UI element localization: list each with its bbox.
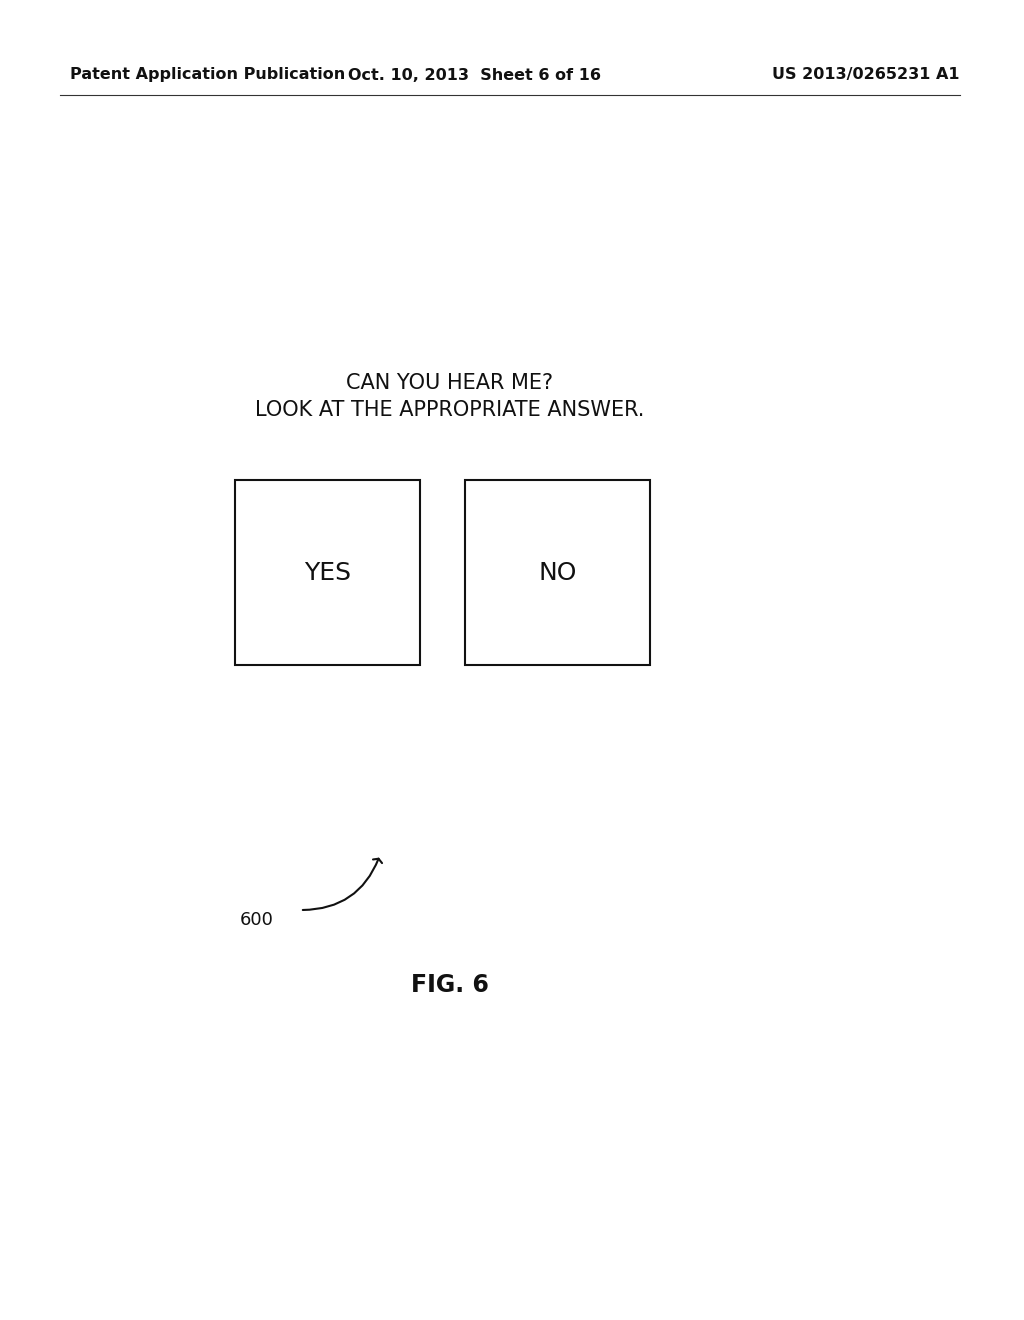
Text: CAN YOU HEAR ME?: CAN YOU HEAR ME?: [346, 374, 554, 393]
Text: Patent Application Publication: Patent Application Publication: [70, 67, 345, 82]
Text: 600: 600: [240, 911, 273, 929]
Bar: [234, 480, 420, 665]
Text: YES: YES: [304, 561, 351, 585]
Text: Oct. 10, 2013  Sheet 6 of 16: Oct. 10, 2013 Sheet 6 of 16: [348, 67, 601, 82]
Bar: [465, 480, 650, 665]
Text: FIG. 6: FIG. 6: [411, 973, 488, 997]
Text: LOOK AT THE APPROPRIATE ANSWER.: LOOK AT THE APPROPRIATE ANSWER.: [255, 400, 645, 420]
Text: NO: NO: [539, 561, 577, 585]
Text: US 2013/0265231 A1: US 2013/0265231 A1: [772, 67, 961, 82]
